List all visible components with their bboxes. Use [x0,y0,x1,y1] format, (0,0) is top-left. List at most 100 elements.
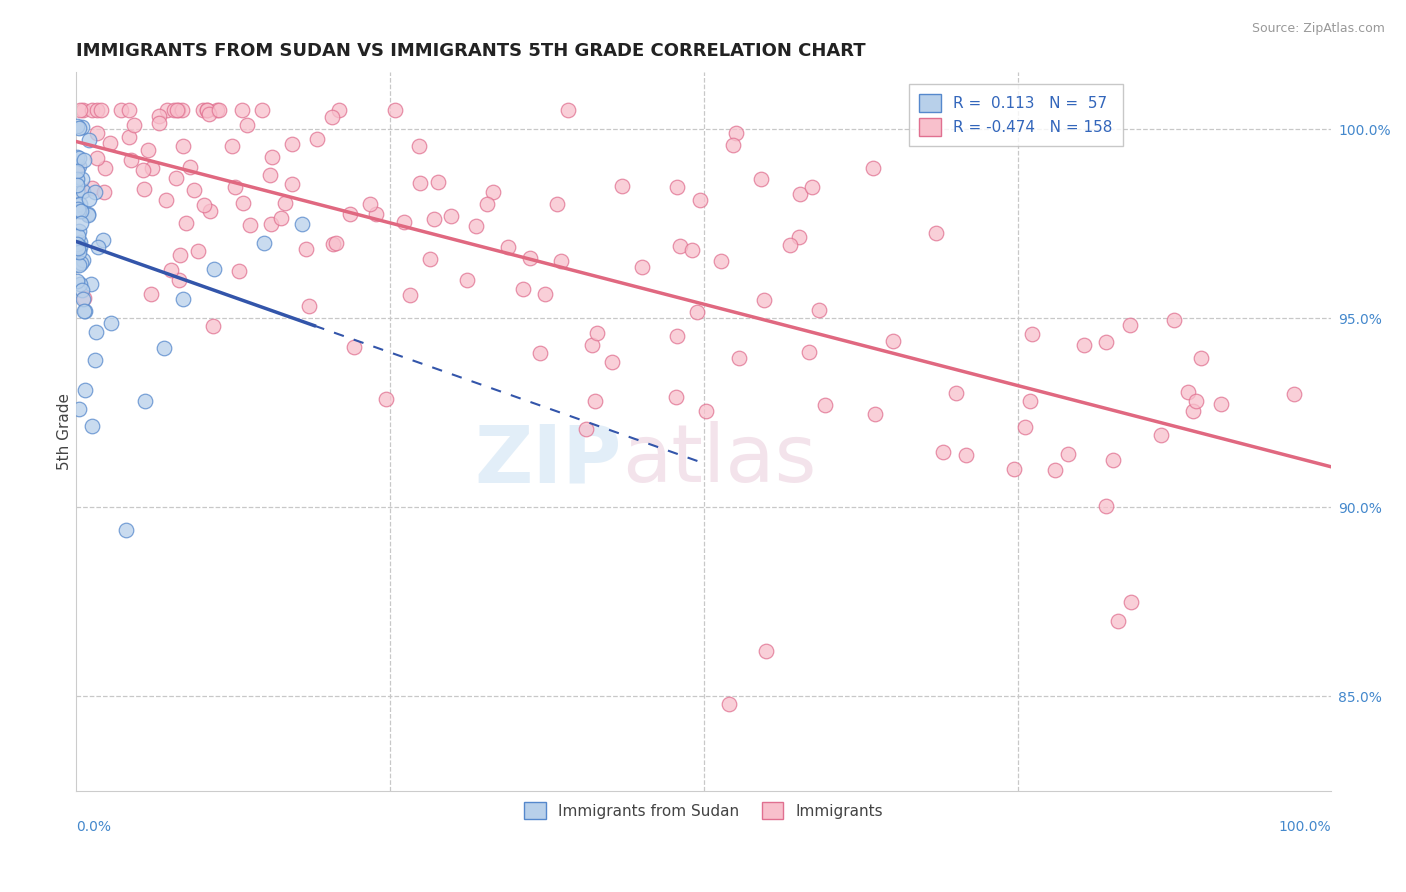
Point [207,103,229,118]
Text: 100.0%: 100.0% [1279,820,1331,834]
Point [90,103,112,118]
Point [66,198,89,212]
Point [932,445,955,459]
Point [408,139,430,153]
Point [550,253,572,268]
Point [67,229,90,244]
Point [86,151,108,165]
Point [67,245,90,260]
Point [717,697,740,711]
Point [630,260,652,274]
Point [273,196,295,211]
Point [814,399,837,413]
Point [260,217,283,231]
Point [585,326,607,341]
Point [66,274,89,288]
Point [172,293,194,307]
Point [456,272,478,286]
Point [70,120,93,134]
Point [67,224,90,238]
Point [1119,595,1142,609]
Point [862,161,884,176]
Point [152,342,174,356]
Point [496,239,519,253]
Point [409,176,432,190]
Point [120,153,142,167]
Point [724,126,747,140]
Point [66,119,89,133]
Point [187,244,209,258]
Text: ZIP: ZIP [475,421,621,500]
Point [721,138,744,153]
Point [325,235,347,250]
Point [67,402,90,417]
Point [394,215,416,229]
Point [863,407,886,421]
Point [73,383,96,397]
Point [170,103,193,118]
Point [779,238,801,252]
Point [70,255,93,269]
Point [115,523,138,537]
Point [945,385,967,400]
Point [710,254,733,268]
Point [1019,394,1042,409]
Point [253,235,276,250]
Point [250,103,273,118]
Point [67,152,90,166]
Point [160,263,183,277]
Point [1021,327,1043,342]
Point [67,258,90,272]
Point [148,115,170,129]
Point [69,235,91,250]
Point [193,103,215,118]
Point [100,316,122,330]
Point [208,103,231,118]
Point [174,216,197,230]
Point [195,103,218,118]
Point [66,257,89,271]
Point [399,288,422,302]
Point [69,216,91,230]
Point [141,161,163,176]
Point [612,179,634,194]
Point [77,192,100,206]
Point [82,181,104,195]
Point [1056,447,1078,461]
Point [69,240,91,254]
Point [366,206,388,220]
Point [259,168,281,182]
Point [193,197,215,211]
Point [93,186,115,200]
Point [224,179,246,194]
Point [66,178,89,193]
Point [80,103,103,118]
Point [148,109,170,123]
Point [69,197,91,211]
Point [236,118,259,132]
Point [202,262,225,277]
Point [131,163,153,178]
Point [439,210,461,224]
Point [475,197,498,211]
Point [91,233,114,247]
Point [924,227,946,241]
Point [166,103,188,118]
Point [118,129,141,144]
Point [66,237,89,252]
Text: 0.0%: 0.0% [76,820,111,834]
Point [270,211,292,226]
Point [155,194,177,208]
Point [239,218,262,232]
Point [156,103,179,118]
Point [195,103,218,118]
Point [70,172,93,186]
Point [122,118,145,132]
Point [1014,419,1036,434]
Point [66,150,89,164]
Point [755,644,778,658]
Point [1181,403,1204,417]
Point [132,182,155,196]
Point [67,204,90,219]
Point [695,404,717,418]
